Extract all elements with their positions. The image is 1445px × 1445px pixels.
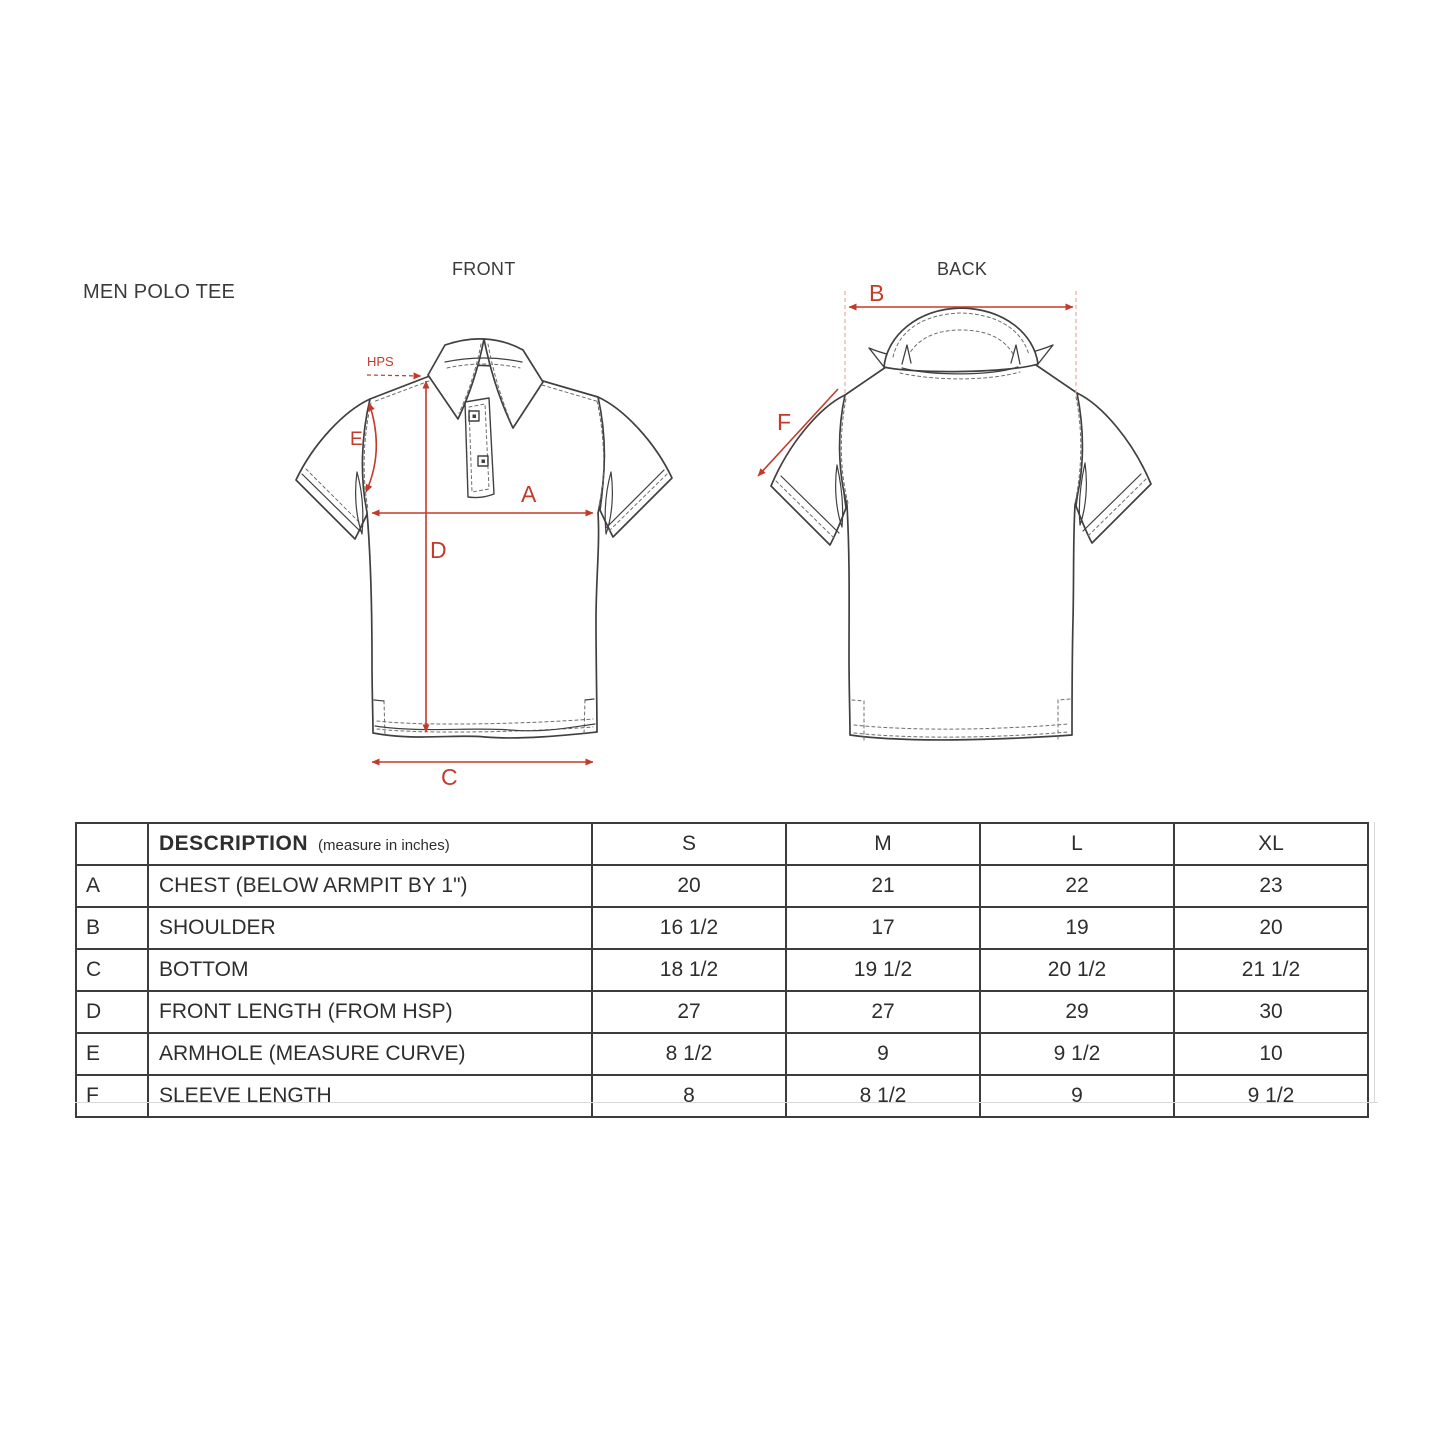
value-s: 20 [591, 864, 787, 908]
measurement-lines [365, 291, 1077, 766]
value-s: 16 1/2 [591, 906, 787, 950]
faint-gridline-vertical [1374, 822, 1375, 1103]
front-view-label: FRONT [452, 259, 516, 279]
front-left-sleeve [295, 398, 371, 540]
row-key: C [75, 948, 149, 992]
page-title: MEN POLO TEE [83, 281, 236, 303]
value-xl: 21 1/2 [1173, 948, 1369, 992]
row-description: SLEEVE LENGTH [147, 1074, 593, 1118]
table-row: F SLEEVE LENGTH 8 8 1/2 9 9 1/2 [75, 1074, 1369, 1118]
back-view-label: BACK [937, 259, 988, 279]
front-right-sleeve [597, 396, 673, 538]
back-cuff-bands [780, 473, 1142, 534]
value-l: 22 [979, 864, 1175, 908]
front-shirt-drawing [295, 338, 673, 739]
back-right-sleeve [1075, 392, 1152, 544]
back-shirt-drawing [770, 307, 1152, 741]
header-key-cell [75, 822, 149, 866]
value-xl: 23 [1173, 864, 1369, 908]
table-header-row: DESCRIPTION (measure in inches) S M L XL [75, 822, 1369, 866]
row-description: CHEST (BELOW ARMPIT BY 1") [147, 864, 593, 908]
value-xl: 9 1/2 [1173, 1074, 1369, 1118]
table-row: D FRONT LENGTH (FROM HSP) 27 27 29 30 [75, 990, 1369, 1034]
size-chart-table: DESCRIPTION (measure in inches) S M L XL … [75, 822, 1369, 1118]
hps-leader-line [366, 372, 422, 380]
description-header: DESCRIPTION [159, 832, 309, 855]
front-cuff-bands [301, 469, 665, 732]
value-l: 29 [979, 990, 1175, 1034]
row-description: ARMHOLE (MEASURE CURVE) [147, 1032, 593, 1076]
front-underarm-gussets [355, 471, 613, 535]
header-description-cell: DESCRIPTION (measure in inches) [147, 822, 593, 866]
value-m: 8 1/2 [785, 1074, 981, 1118]
row-key: A [75, 864, 149, 908]
measure-a-label: A [521, 481, 537, 507]
row-key: E [75, 1032, 149, 1076]
value-l: 9 1/2 [979, 1032, 1175, 1076]
table-row: B SHOULDER 16 1/2 17 19 20 [75, 906, 1369, 950]
hps-label: HPS [367, 354, 394, 369]
size-header-m: M [785, 822, 981, 866]
value-xl: 20 [1173, 906, 1369, 950]
measure-f-line [757, 388, 839, 477]
measure-b-label: B [869, 280, 885, 306]
measure-d-label: D [430, 537, 447, 563]
table-row: A CHEST (BELOW ARMPIT BY 1") 20 21 22 23 [75, 864, 1369, 908]
value-l: 19 [979, 906, 1175, 950]
row-description: BOTTOM [147, 948, 593, 992]
row-key: F [75, 1074, 149, 1118]
back-underarm-gussets [835, 462, 1087, 528]
table-row: C BOTTOM 18 1/2 19 1/2 20 1/2 21 1/2 [75, 948, 1369, 992]
table-row: E ARMHOLE (MEASURE CURVE) 8 1/2 9 9 1/2 … [75, 1032, 1369, 1076]
value-xl: 10 [1173, 1032, 1369, 1076]
row-key: B [75, 906, 149, 950]
back-body [838, 356, 1084, 741]
front-placket [464, 397, 495, 499]
back-collar [868, 307, 1054, 380]
row-key: D [75, 990, 149, 1034]
value-m: 17 [785, 906, 981, 950]
value-m: 21 [785, 864, 981, 908]
value-m: 9 [785, 1032, 981, 1076]
measure-f-label: F [777, 409, 792, 435]
measure-e-curve [365, 402, 378, 493]
value-l: 20 1/2 [979, 948, 1175, 992]
placket-button [468, 410, 480, 422]
value-s: 27 [591, 990, 787, 1034]
value-xl: 30 [1173, 990, 1369, 1034]
value-m: 19 1/2 [785, 948, 981, 992]
value-s: 18 1/2 [591, 948, 787, 992]
value-m: 27 [785, 990, 981, 1034]
size-header-xl: XL [1173, 822, 1369, 866]
front-collar [427, 338, 544, 429]
row-description: FRONT LENGTH (FROM HSP) [147, 990, 593, 1034]
measure-b-guides [844, 291, 1077, 396]
size-header-s: S [591, 822, 787, 866]
measure-e-label: E [350, 429, 363, 450]
front-stitching [305, 380, 668, 737]
value-l: 9 [979, 1074, 1175, 1118]
value-s: 8 1/2 [591, 1032, 787, 1076]
unit-note: (measure in inches) [318, 837, 450, 854]
value-s: 8 [591, 1074, 787, 1118]
size-header-l: L [979, 822, 1175, 866]
faint-gridline-horizontal [75, 1102, 1378, 1103]
back-stitching [775, 396, 1147, 741]
row-description: SHOULDER [147, 906, 593, 950]
measure-c-label: C [441, 764, 458, 790]
placket-button [477, 455, 489, 467]
